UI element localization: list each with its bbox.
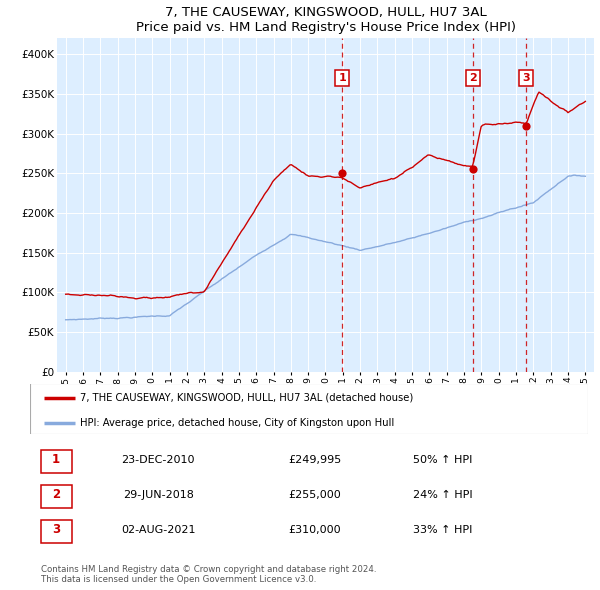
Title: 7, THE CAUSEWAY, KINGSWOOD, HULL, HU7 3AL
Price paid vs. HM Land Registry's Hous: 7, THE CAUSEWAY, KINGSWOOD, HULL, HU7 3A… (136, 6, 515, 34)
Point (338, 169, 347, 178)
Text: 7, THE CAUSEWAY, KINGSWOOD, HULL, HU7 3AL (detached house): 7, THE CAUSEWAY, KINGSWOOD, HULL, HU7 3A… (80, 392, 413, 402)
Text: 33% ↑ HPI: 33% ↑ HPI (413, 525, 473, 535)
Text: Contains HM Land Registry data © Crown copyright and database right 2024.
This d: Contains HM Land Registry data © Crown c… (41, 565, 377, 585)
Text: 29-JUN-2018: 29-JUN-2018 (123, 490, 194, 500)
Bar (41, 486, 72, 509)
Text: 50% ↑ HPI: 50% ↑ HPI (413, 455, 473, 465)
Text: 24% ↑ HPI: 24% ↑ HPI (413, 490, 473, 500)
Text: £255,000: £255,000 (288, 490, 341, 500)
Text: £249,995: £249,995 (288, 455, 341, 465)
Bar (41, 451, 72, 473)
Text: 3: 3 (523, 73, 530, 83)
Text: 1: 1 (338, 73, 346, 83)
Point (468, 165, 478, 174)
Text: 1: 1 (52, 453, 60, 466)
Point (521, 121, 531, 130)
Text: 2: 2 (52, 488, 60, 501)
Text: 02-AUG-2021: 02-AUG-2021 (121, 525, 196, 535)
Text: 3: 3 (52, 523, 60, 536)
Text: HPI: Average price, detached house, City of Kingston upon Hull: HPI: Average price, detached house, City… (80, 418, 394, 428)
Bar (41, 520, 72, 543)
Text: £310,000: £310,000 (288, 525, 341, 535)
Text: 23-DEC-2010: 23-DEC-2010 (122, 455, 195, 465)
Text: 2: 2 (469, 73, 476, 83)
